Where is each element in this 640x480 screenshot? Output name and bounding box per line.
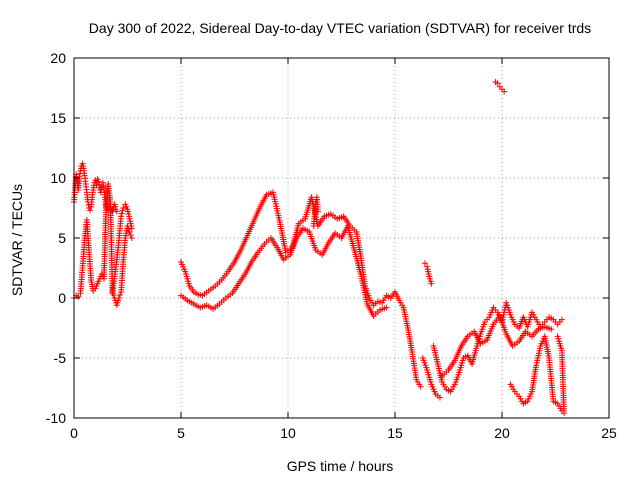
data-point [76,173,83,180]
data-point [548,326,555,333]
data-point [417,383,424,390]
data-point [428,280,435,287]
data-point [75,293,82,300]
data-point [128,235,135,241]
data-point [436,394,443,401]
data-point [501,88,508,95]
data-point [558,316,565,323]
data-point [126,229,133,235]
data-point [119,207,126,214]
data-point [113,208,120,215]
data-point [87,207,94,214]
x-axis-label: GPS time / hours [287,458,394,474]
x-tick-label: 20 [494,425,510,441]
y-tick-label: -10 [46,410,66,426]
data-point [120,205,127,211]
y-axis-label: SDTVAR / TECUs [9,184,25,296]
data-point [93,182,100,189]
data-point [421,260,428,267]
data-point [95,178,102,185]
x-tick-label: 5 [177,425,185,441]
y-tick-label: 10 [50,170,66,186]
chart-title: Day 300 of 2022, Sidereal Day-to-day VTE… [89,20,591,36]
data-point [314,208,321,215]
y-tick-label: 20 [50,50,66,66]
x-tick-label: 0 [70,425,78,441]
data-point [117,292,124,298]
x-tick-label: 10 [280,425,296,441]
data-point [125,226,132,232]
data-marks [71,79,568,417]
data-point [383,304,390,311]
x-tick-label: 15 [387,425,403,441]
data-point [128,225,135,232]
data-point [127,232,134,238]
y-tick-label: 5 [58,230,66,246]
grid-lines [74,58,609,418]
y-tick-label: 0 [58,290,66,306]
data-point [118,213,125,220]
y-tick-label: -5 [54,350,67,366]
data-point [494,80,501,87]
x-tick-label: 25 [601,425,617,441]
y-tick-label: 15 [50,110,66,126]
data-point [561,410,568,417]
data-point [115,295,122,301]
axis-ticks: 0 5 10 15 20 25 -10 -5 0 5 10 15 20 [46,50,617,441]
data-point [76,170,83,177]
data-point [118,210,125,217]
